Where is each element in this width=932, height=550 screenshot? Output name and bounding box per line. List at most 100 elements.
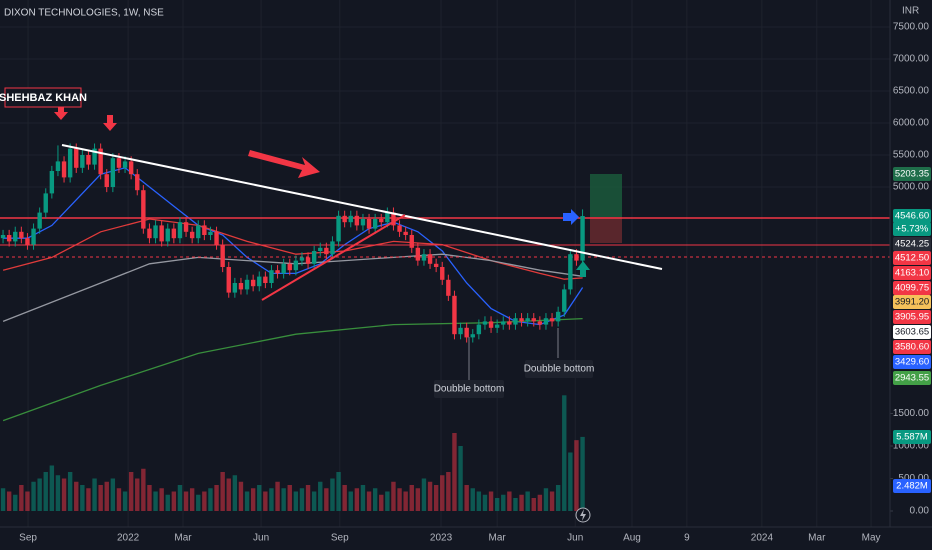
candle-body [488,321,494,328]
volume-bar [537,494,543,511]
candle-body [147,228,152,239]
volume-bar [208,488,213,511]
price-badge [893,371,931,385]
candle-body [494,324,500,328]
volume-bar [159,488,164,511]
x-tick-label: Mar [808,533,826,544]
candle-body [458,327,463,335]
candle-body [226,267,231,293]
volume-bar [519,494,524,511]
price-badge-label: 2.482M [896,481,928,492]
volume-bar [165,494,170,511]
y-tick-label: 5000.00 [893,182,930,193]
volume-bar [366,491,372,511]
volume-bar [568,452,573,511]
volume-bar [214,485,219,511]
x-tick-label: 2023 [430,533,453,544]
candle-body [110,158,116,187]
volume-bar [501,494,506,511]
candle-body [366,219,372,229]
candle-body [244,279,250,290]
price-badge [893,237,931,251]
trendline-red [261,214,406,301]
price-badge-label: 4099.75 [895,283,929,294]
candle-body [214,231,219,245]
price-badge-label: 4163.10 [895,268,929,279]
candle-body [409,235,414,248]
volume-bar [342,485,347,511]
candle-body [555,311,561,322]
candle-body [476,324,482,335]
candle-body [574,254,579,261]
candle-body [372,219,378,229]
candle-body [37,212,42,229]
volume-bar [379,494,384,511]
y-tick-label: 7000.00 [893,54,930,65]
volume-bar [299,488,305,511]
candle-body [354,215,360,226]
price-badge [893,209,931,223]
candle-body [196,225,201,239]
volume-pane [0,395,585,511]
watermark-box [4,87,82,108]
volume-bar [25,491,30,511]
volume-bar [513,498,518,511]
candle-body [311,251,317,264]
volume-bar [415,488,421,511]
volume-bar [104,481,109,511]
candle-body [275,270,280,274]
currency: INR [902,6,919,17]
candle-body [305,257,311,264]
price-badge [893,340,931,354]
volume-bar [92,478,97,511]
volume-bar [202,491,207,511]
volume-bar [171,491,177,511]
candle-body [232,283,238,293]
candle-body [55,161,61,171]
candle-body [580,216,585,261]
candle-body [183,222,189,232]
price-badge-label: 5203.35 [895,169,929,180]
candle-body [531,318,536,322]
price-badge-label: 3603.65 [895,327,929,338]
volume-bar [0,488,6,511]
candle-body [61,161,67,178]
price-badge-label: 3429.60 [895,357,929,368]
volume-bar [269,488,274,511]
annotation: Doubble bottom [524,364,595,375]
volume-bar [244,491,250,511]
candle-body [427,254,433,264]
candle-body [122,161,128,168]
candle-body [159,225,164,242]
candle-body [238,283,244,290]
volume-bar [421,478,427,511]
candle-body [141,190,146,229]
volume-bar [86,488,91,511]
volume-bar [122,491,128,511]
volume-bar [250,488,256,511]
volume-bar [67,472,73,511]
candle-body [519,318,524,322]
volume-bar [293,491,299,511]
volume-bar [494,498,500,511]
callout-box [434,380,504,398]
candle-body [257,276,262,287]
volume-bar [153,491,158,511]
candle-body [67,148,73,178]
volume-bar [330,478,335,511]
y2-tick-label: 500.00 [898,473,929,484]
arrow-red [248,150,320,178]
x-tick-label: Sep [331,533,349,544]
candle-body [446,279,451,296]
candle-body [74,148,79,168]
volume-bar [336,472,341,511]
volume-bar [427,481,433,511]
candle-body [543,318,549,325]
candle-body [92,148,97,165]
stop-zone [590,217,622,243]
candle-body [299,257,305,261]
volume-bar [238,481,244,511]
volume-bar [555,485,561,511]
